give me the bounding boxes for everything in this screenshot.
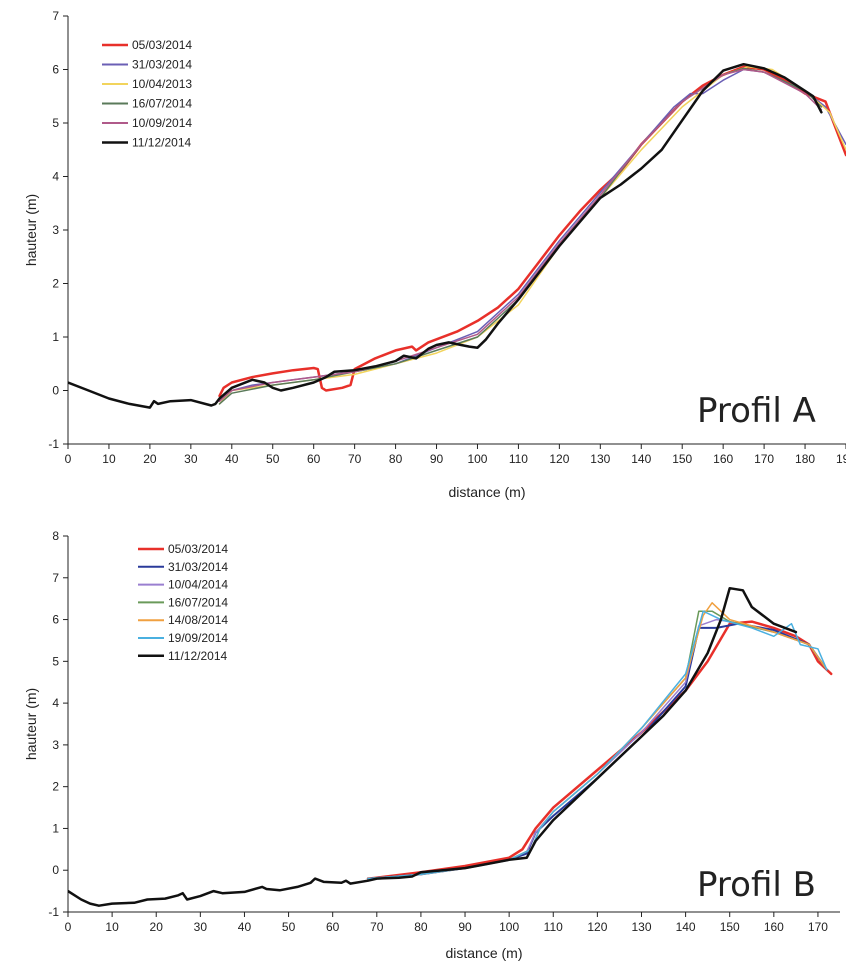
chart-1-x-tick-label: 170: [808, 920, 828, 934]
chart-0-x-tick-label: 80: [389, 452, 403, 466]
chart-1-series-line-4: [367, 602, 828, 880]
chart-0-x-tick-label: 60: [307, 452, 321, 466]
chart-1-series-line-5: [367, 610, 828, 880]
chart-profil-a: 0 10 20 30 40 50 60 70 80 90 100 110 120 130 140 150 160…: [23, 9, 846, 500]
chart-1-y-tick-label: 7: [52, 571, 59, 585]
chart-0-x-tick-label: 10: [102, 452, 116, 466]
chart-0-legend-label-4: 10/09/2014: [132, 116, 192, 130]
chart-1-series-line-0: [366, 620, 833, 880]
chart-0-x-axis-title: distance (m): [448, 484, 525, 500]
chart-0-x-tick-label: 0: [65, 452, 72, 466]
chart-0-legend-label-3: 16/07/2014: [132, 97, 192, 111]
chart-0-x-tick-label: 50: [266, 452, 280, 466]
chart-0-x-tick-label: 150: [672, 452, 692, 466]
chart-0-series-line-1: [218, 68, 846, 402]
chart-1-y-tick-label: 6: [52, 613, 59, 627]
chart-1-x-tick-label: 60: [326, 920, 340, 934]
chart-0-x-tick-label: 120: [549, 452, 569, 466]
chart-0-x-tick-label: 20: [143, 452, 157, 466]
chart-0-y-tick-label: -1: [48, 437, 59, 451]
chart-0-x-tick-label: 110: [509, 452, 528, 466]
chart-1-x-tick-label: 30: [194, 920, 208, 934]
chart-0-x-tick-label: 160: [713, 452, 733, 466]
chart-0-x-tick-label: 70: [348, 452, 362, 466]
chart-1-x-tick-label: 10: [105, 920, 119, 934]
chart-0-series-line-5: [68, 62, 823, 409]
chart-1-x-tick-label: 110: [544, 920, 563, 934]
chart-1-y-tick-label: 2: [52, 780, 59, 794]
chart-1-series-line-2: [367, 618, 828, 880]
chart-0-series-line-2: [218, 66, 846, 405]
chart-1-legend: 05/03/2014 31/03/2014 10/04/2014 16/07/2014…: [138, 542, 228, 663]
chart-1-x-tick-label: 130: [631, 920, 651, 934]
chart-1-series-line-6: [68, 586, 798, 907]
chart-0-panel-label: Profil A: [697, 391, 816, 431]
chart-1-series-line-1: [367, 622, 828, 880]
chart-1-x-tick-label: 0: [65, 920, 72, 934]
chart-0-y-tick-label: 3: [52, 223, 59, 237]
chart-0-y-tick-label: 0: [52, 384, 59, 398]
chart-0-legend-label-5: 11/12/2014: [132, 136, 191, 150]
chart-1-x-tick-label: 90: [458, 920, 472, 934]
chart-1-y-axis-title: hauteur (m): [23, 688, 39, 760]
chart-1-legend-label-1: 31/03/2014: [168, 560, 228, 574]
chart-1-legend-label-2: 10/04/2014: [168, 578, 228, 592]
chart-1-legend-label-4: 14/08/2014: [168, 613, 228, 627]
chart-0-x-tick-label: 140: [631, 452, 651, 466]
chart-0-x-tick-label: 40: [225, 452, 239, 466]
chart-0-legend-label-1: 31/03/2014: [132, 58, 192, 72]
chart-0-x-tick-label: 170: [754, 452, 774, 466]
chart-1-y-tick-label: 8: [52, 529, 59, 543]
chart-0-series-line-0: [218, 65, 846, 398]
chart-1-x-tick-label: 80: [414, 920, 428, 934]
chart-1-x-tick-label: 70: [370, 920, 384, 934]
chart-0-x-tick-label: 30: [184, 452, 198, 466]
chart-1-x-tick-label: 140: [676, 920, 696, 934]
chart-0-x-tick-label: 180: [795, 452, 815, 466]
chart-0-legend-label-2: 10/04/2013: [132, 77, 192, 91]
chart-1-series-line-3: [367, 610, 828, 880]
chart-1-legend-label-6: 11/12/2014: [168, 649, 227, 663]
chart-0-series-line-3: [218, 67, 823, 405]
chart-0-x-tick-label: 190: [836, 452, 846, 466]
chart-1-x-tick-label: 40: [238, 920, 252, 934]
chart-0-x-tick-label: 90: [430, 452, 444, 466]
chart-1-y-tick-label: 3: [52, 738, 59, 752]
chart-1-y-tick-label: 5: [52, 654, 59, 668]
chart-0-legend-label-0: 05/03/2014: [132, 38, 192, 52]
chart-1-legend-label-0: 05/03/2014: [168, 542, 228, 556]
chart-1-legend-label-5: 19/09/2014: [168, 631, 228, 645]
chart-1-x-tick-label: 20: [150, 920, 164, 934]
chart-0-y-tick-label: 1: [52, 330, 59, 344]
chart-0-y-axis-title: hauteur (m): [23, 194, 39, 266]
chart-1-x-tick-label: 100: [499, 920, 519, 934]
chart-1-x-tick-label: 150: [720, 920, 740, 934]
chart-1-legend-label-3: 16/07/2014: [168, 595, 228, 609]
chart-0-x-tick-label: 130: [590, 452, 610, 466]
chart-1-y-tick-label: 1: [52, 821, 59, 835]
chart-0-y-tick-label: 5: [52, 116, 59, 130]
chart-1-x-axis-title: distance (m): [445, 945, 522, 961]
chart-0-legend: 05/03/2014 31/03/2014 10/04/2013 16/07/2014…: [102, 38, 192, 150]
chart-1-y-tick-label: 0: [52, 863, 59, 877]
chart-1-x-tick-label: 50: [282, 920, 296, 934]
chart-0-y-tick-label: 2: [52, 277, 59, 291]
chart-1-x-tick-label: 120: [587, 920, 607, 934]
chart-0-series-line-4: [218, 68, 823, 402]
chart-0-x-tick-label: 100: [467, 452, 487, 466]
chart-profil-b: 0 10 20 30 40 50 60 70 80 90 100 110 120 130 140 150 160…: [23, 529, 840, 961]
chart-1-y-tick-label: 4: [52, 696, 59, 710]
chart-0-y-tick-label: 7: [52, 9, 59, 23]
chart-1-y-tick-label: -1: [48, 905, 59, 919]
chart-0-y-tick-label: 4: [52, 170, 59, 184]
chart-0-y-tick-label: 6: [52, 63, 59, 77]
chart-1-panel-label: Profil B: [697, 865, 816, 905]
chart-1-x-tick-label: 160: [764, 920, 784, 934]
